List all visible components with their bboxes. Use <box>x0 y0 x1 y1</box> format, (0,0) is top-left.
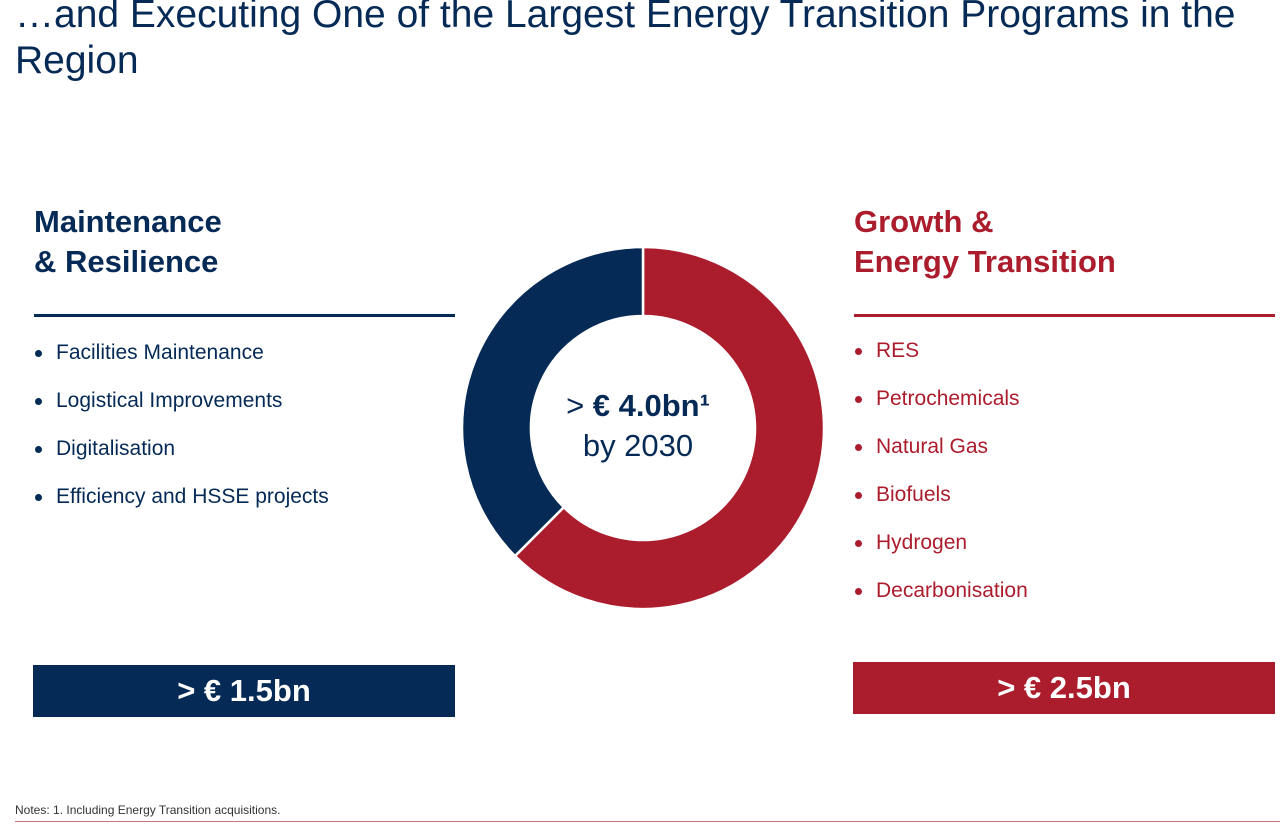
donut-slice-growth-energy-transition <box>513 246 825 610</box>
maintenance-heading-line2: & Resilience <box>34 244 219 279</box>
list-item-label: Natural Gas <box>876 435 989 458</box>
bullet-icon <box>855 540 862 547</box>
bullet-icon <box>35 350 42 357</box>
maintenance-list: Facilities Maintenance Logistical Improv… <box>34 341 454 533</box>
center-year: by 2030 <box>582 428 694 463</box>
list-item: Biofuels <box>854 483 1274 531</box>
list-item-label: RES <box>876 339 920 362</box>
list-item: Logistical Improvements <box>34 389 454 437</box>
bullet-icon <box>855 348 862 355</box>
growth-heading-line1: Growth & <box>854 204 994 239</box>
center-total-prefix: > <box>566 388 593 423</box>
growth-total-box: > € 2.5bn <box>853 662 1275 714</box>
list-item-label: Petrochemicals <box>876 387 1020 410</box>
center-total: > € 4.0bn¹ <box>538 386 738 426</box>
list-item: Hydrogen <box>854 531 1274 579</box>
list-item: Facilities Maintenance <box>34 341 454 389</box>
list-item: Natural Gas <box>854 435 1274 483</box>
center-total-amount: € 4.0bn¹ <box>592 388 710 423</box>
bullet-icon <box>35 446 42 453</box>
list-item-label: Facilities Maintenance <box>56 341 264 364</box>
maintenance-resilience-heading: Maintenance & Resilience <box>34 202 434 282</box>
bullet-icon <box>855 396 862 403</box>
list-item: RES <box>854 339 1274 387</box>
bullet-icon <box>855 492 862 499</box>
list-item-label: Logistical Improvements <box>56 389 283 412</box>
list-item: Decarbonisation <box>854 579 1274 627</box>
bullet-icon <box>855 588 862 595</box>
list-item: Efficiency and HSSE projects <box>34 485 454 533</box>
list-item: Digitalisation <box>34 437 454 485</box>
list-item-label: Hydrogen <box>876 531 968 554</box>
donut-slice-maintenance-resilience <box>461 246 645 558</box>
investment-donut-chart <box>461 246 825 610</box>
list-item-label: Biofuels <box>876 483 951 506</box>
growth-heading-line2: Energy Transition <box>854 244 1116 279</box>
bullet-icon <box>35 494 42 501</box>
growth-list: RES Petrochemicals Natural Gas Biofuels … <box>854 339 1274 627</box>
maintenance-total-box: > € 1.5bn <box>33 665 455 717</box>
growth-divider <box>854 314 1275 317</box>
bullet-icon <box>35 398 42 405</box>
growth-transition-heading: Growth & Energy Transition <box>854 202 1274 282</box>
maintenance-divider <box>34 314 455 317</box>
footnote: Notes: 1. Including Energy Transition ac… <box>15 803 281 817</box>
list-item-label: Efficiency and HSSE projects <box>56 485 329 508</box>
donut-center-label: > € 4.0bn¹ by 2030 <box>538 386 738 466</box>
page-title: …and Executing One of the Largest Energy… <box>15 0 1236 82</box>
list-item-label: Digitalisation <box>56 437 176 460</box>
bullet-icon <box>855 444 862 451</box>
maintenance-heading-line1: Maintenance <box>34 204 222 239</box>
list-item: Petrochemicals <box>854 387 1274 435</box>
footer-divider <box>15 821 1280 822</box>
list-item-label: Decarbonisation <box>876 579 1028 602</box>
